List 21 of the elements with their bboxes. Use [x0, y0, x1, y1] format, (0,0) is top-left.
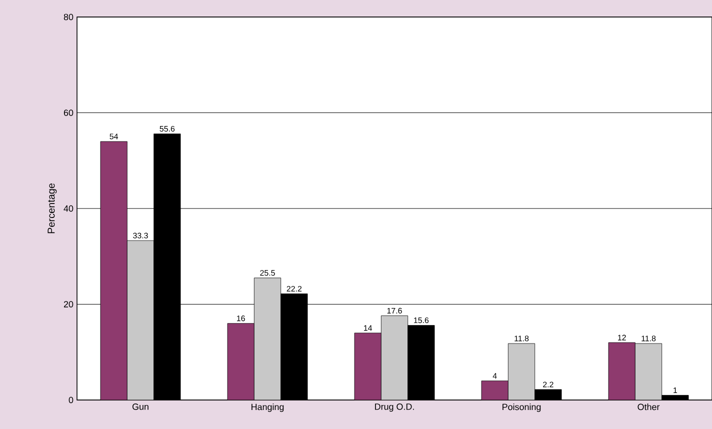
y-tick-label: 60	[64, 110, 74, 116]
x-tick-label: Drug O.D.	[375, 404, 414, 412]
x-tick-label: Hanging	[252, 404, 284, 412]
y-tick-label: 40	[64, 205, 74, 212]
bar	[634, 343, 662, 400]
bar	[254, 278, 282, 400]
bar	[227, 323, 254, 400]
bar	[126, 240, 154, 400]
bar	[100, 141, 128, 400]
y-tick-label: 0	[68, 396, 74, 404]
y-tick-label: 20	[64, 301, 74, 308]
bar	[481, 380, 508, 400]
x-tick-label: Poisoning	[502, 404, 541, 412]
x-tick-label: Other	[638, 404, 660, 410]
bar	[608, 342, 636, 400]
bar	[354, 332, 382, 400]
y-tick-label: 80	[64, 14, 74, 20]
bar	[380, 316, 408, 400]
x-tick-label: Gun	[132, 404, 148, 410]
bar	[508, 343, 536, 400]
y-axis-title: Percentage	[48, 183, 57, 234]
